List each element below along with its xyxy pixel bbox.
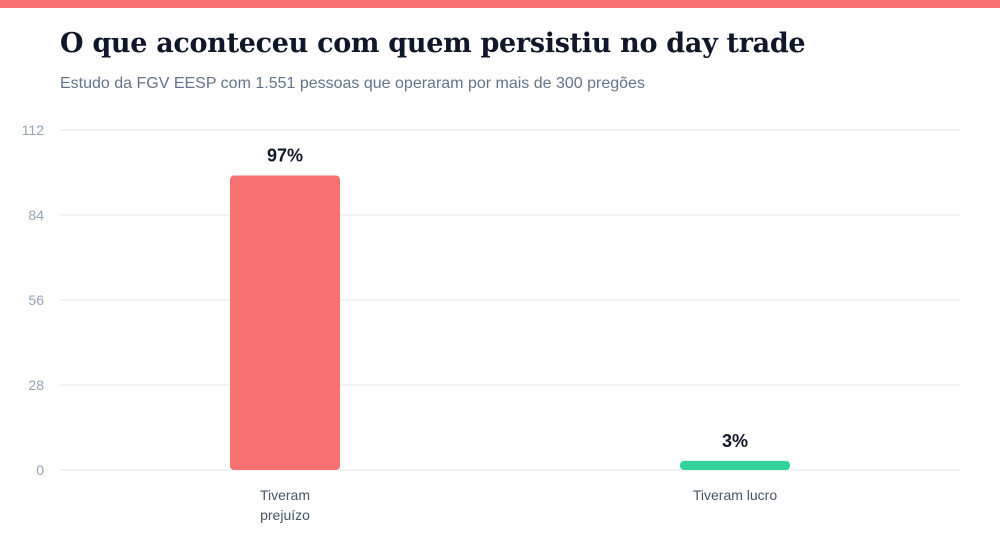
y-tick-label: 56 (28, 292, 44, 308)
chart-title: O que aconteceu com quem persistiu no da… (60, 28, 806, 59)
x-tick-label: prejuízo (260, 507, 310, 523)
bar (680, 460, 790, 470)
data-label: 3% (722, 431, 748, 451)
y-tick-label: 84 (28, 207, 44, 223)
x-tick-label: Tiveram lucro (693, 487, 777, 503)
y-tick-label: 28 (28, 377, 44, 393)
accent-top-bar (0, 0, 1000, 8)
y-tick-label: 112 (22, 122, 45, 138)
data-label: 97% (267, 146, 303, 166)
chart-subtitle: Estudo da FGV EESP com 1.551 pessoas que… (60, 75, 645, 92)
x-tick-label: Tiveram (260, 487, 310, 503)
bar (230, 175, 340, 471)
y-tick-label: 0 (36, 462, 44, 478)
